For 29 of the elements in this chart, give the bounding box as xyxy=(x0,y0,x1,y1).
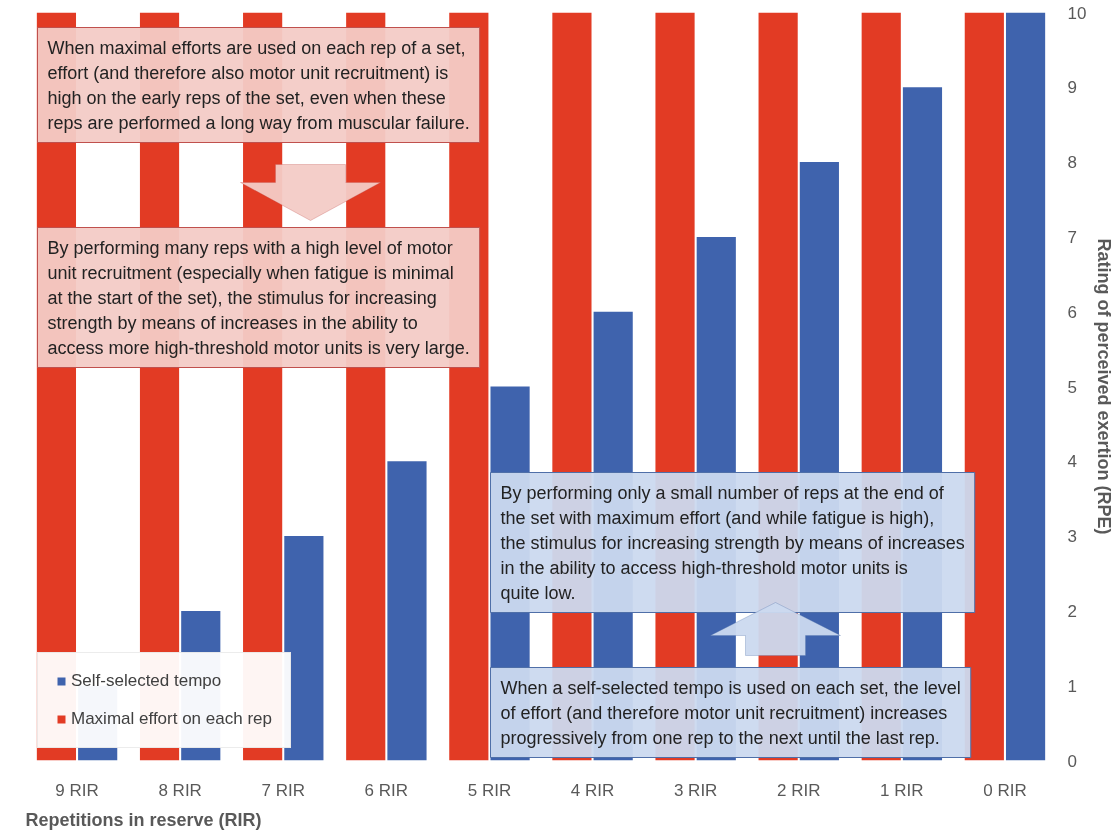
y-tick-label: 8 xyxy=(1067,153,1077,173)
x-tick-label: 3 RIR xyxy=(673,780,718,800)
annotation: When maximal efforts are used on each rep of a set, effort (and therefore also motor unit recruitment) is high on the early reps of the set, even when these reps are performed a long way from muscular failure. xyxy=(47,37,470,133)
x-tick-label: 7 RIR xyxy=(261,780,305,800)
x-tick-label: 4 RIR xyxy=(570,780,615,800)
y-tick-label: 5 xyxy=(1067,377,1077,397)
x-tick-label: 5 RIR xyxy=(467,780,512,800)
y-tick-label: 1 xyxy=(1067,676,1077,696)
y-tick-label: 10 xyxy=(1067,3,1087,23)
x-tick-label: 8 RIR xyxy=(158,780,202,800)
y-tick-label: 3 xyxy=(1067,527,1077,547)
x-tick-label: 2 RIR xyxy=(777,780,821,800)
x-tick-label: 0 RIR xyxy=(983,780,1027,800)
y-axis-title: Rating of perceived exertion (RPE) xyxy=(1094,238,1115,535)
y-tick-label: 9 xyxy=(1067,78,1077,98)
x-tick-label: 9 RIR xyxy=(55,780,99,800)
annotation: By performing only a small number of reps at the end of the set with maximum effort (and while fatigue is high), the stimulus for increasing strength by means of increases in the ability to access high-threshold motor units is quite low. xyxy=(500,482,965,603)
x-tick-label: 1 RIR xyxy=(880,780,924,800)
annotation: By performing many reps with a high level of motor unit recruitment (especially when fatigue is minimal at the start of the set), the stimulus for increasing strength by means of increases in the ability to access more high-threshold motor units is very large. xyxy=(47,237,470,358)
x-tick-label: 6 RIR xyxy=(364,780,409,800)
y-tick-label: 6 xyxy=(1067,302,1077,322)
annotation: When a self-selected tempo is used on each set, the level of effort (and therefore motor unit recruitment) increases progressively from one rep to the next until the last rep. xyxy=(500,677,961,748)
y-tick-label: 4 xyxy=(1067,452,1077,472)
y-tick-label: 7 xyxy=(1067,227,1077,247)
x-axis-title: Repetitions in reserve (RIR) xyxy=(25,809,262,830)
legend-label: Self-selected tempo xyxy=(71,671,222,691)
y-tick-label: 0 xyxy=(1067,751,1077,771)
legend-label: Maximal effort on each rep xyxy=(71,709,272,729)
y-tick-label: 2 xyxy=(1067,601,1077,621)
